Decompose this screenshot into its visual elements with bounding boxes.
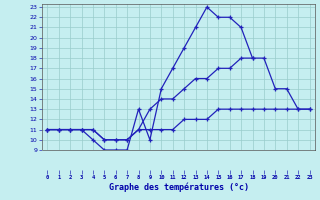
Text: Graphe des températures (°c): Graphe des températures (°c) <box>109 182 249 192</box>
